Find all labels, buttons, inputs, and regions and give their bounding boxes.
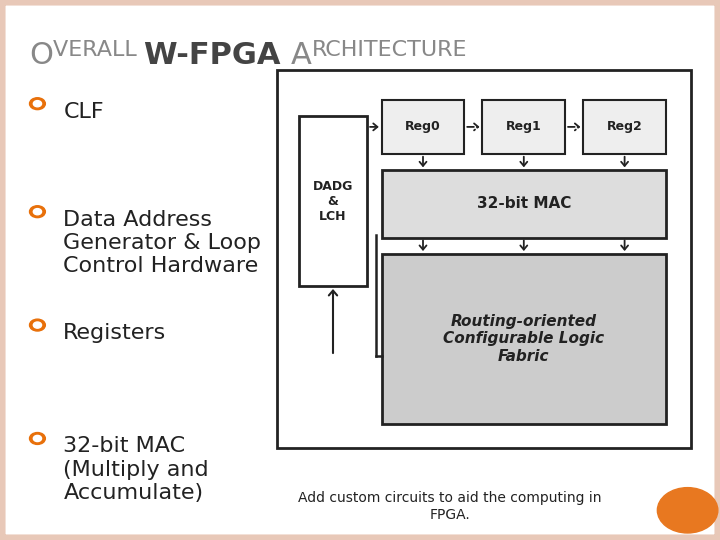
Text: Data Address
Generator & Loop
Control Hardware: Data Address Generator & Loop Control Ha… [63, 210, 261, 276]
Text: Reg2: Reg2 [607, 120, 642, 133]
Text: Reg1: Reg1 [506, 120, 541, 133]
Circle shape [33, 208, 42, 215]
Circle shape [657, 488, 718, 533]
Circle shape [30, 206, 45, 218]
Text: CLF: CLF [63, 102, 104, 122]
Bar [583, 100, 666, 154]
Circle shape [30, 319, 45, 331]
Bar [277, 70, 691, 448]
Circle shape [30, 98, 45, 110]
Bar [382, 100, 464, 154]
Bar [299, 116, 367, 286]
Circle shape [30, 433, 45, 444]
Text: Reg0: Reg0 [405, 120, 441, 133]
Text: VERALL: VERALL [53, 40, 144, 60]
Text: A: A [291, 40, 312, 70]
Text: 32-bit MAC
(Multiply and
Accumulate): 32-bit MAC (Multiply and Accumulate) [63, 436, 209, 503]
Text: DADG
&
LCH: DADG & LCH [312, 180, 354, 222]
Bar [382, 254, 666, 424]
Text: Routing-oriented
Configurable Logic
Fabric: Routing-oriented Configurable Logic Fabr… [444, 314, 604, 364]
Text: 32-bit MAC: 32-bit MAC [477, 197, 571, 211]
Circle shape [33, 435, 42, 442]
Text: Registers: Registers [63, 323, 166, 343]
Text: RCHITECTURE: RCHITECTURE [312, 40, 467, 60]
Bar [382, 170, 666, 238]
Text: W-FPGA: W-FPGA [144, 40, 291, 70]
Text: O: O [29, 40, 53, 70]
Circle shape [33, 322, 42, 328]
Text: Add custom circuits to aid the computing in
FPGA.: Add custom circuits to aid the computing… [298, 491, 602, 522]
Circle shape [33, 100, 42, 107]
Bar [482, 100, 565, 154]
